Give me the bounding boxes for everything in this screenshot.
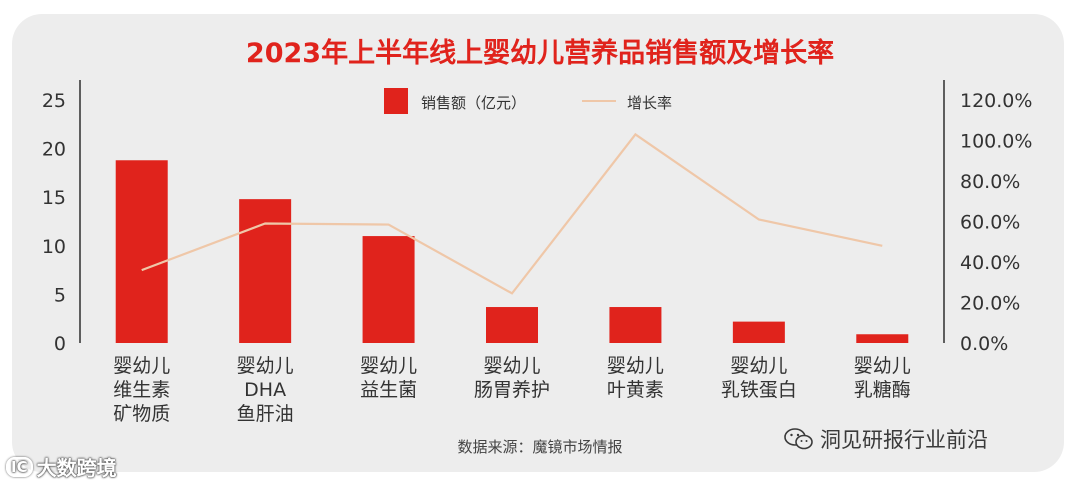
watermark-right: 洞见研报行业前沿 [784,424,988,454]
wechat-icon [784,428,813,450]
legend-line-label: 增长率 [627,94,672,112]
y-right-tick-label: 20.0% [960,293,1020,315]
y-right-tick-label: 100.0% [960,131,1032,153]
y-right-tick-label: 0.0% [960,333,1008,355]
brand-logo-icon: IC [6,456,33,477]
y-left-tick-label: 5 [54,284,66,306]
chart-card [12,14,1064,472]
bar [486,307,538,343]
y-right-tick-label: 40.0% [960,252,1020,274]
x-tick-label: 益生菌 [360,379,417,401]
x-tick-label: 肠胃养护 [474,379,550,401]
bar [239,199,292,343]
y-left-tick-label: 0 [54,333,66,355]
bar [609,307,662,343]
x-tick-label: 婴幼儿 [237,355,294,377]
watermark-right-text: 洞见研报行业前沿 [820,428,988,452]
x-tick-label: 婴幼儿 [854,355,911,377]
bar [856,334,909,343]
y-left-tick-label: 25 [42,90,66,112]
x-tick-label: 矿物质 [113,403,170,425]
bar [362,236,415,343]
y-left-tick-label: 20 [42,139,66,161]
growth-rate-line [141,132,883,295]
x-tick-label: 婴幼儿 [483,355,540,377]
x-tick-label: 婴幼儿 [607,355,664,377]
x-tick-label: 婴幼儿 [360,355,417,377]
x-tick-label: 鱼肝油 [237,403,294,425]
chart-title: 2023年上半年线上婴幼儿营养品销售额及增长率 [246,37,834,69]
x-tick-label: 婴幼儿 [113,355,170,377]
x-tick-label: 叶黄素 [607,379,664,401]
source-text: 数据来源：魔镜市场情报 [457,438,622,456]
x-tick-label: DHA [244,379,286,401]
y-left-tick-label: 15 [42,187,66,209]
watermark-left: IC 大数跨境 [6,452,117,481]
legend-bar-label: 销售额（亿元） [421,94,526,112]
bar [732,321,785,343]
y-right-tick-label: 120.0% [960,90,1032,112]
x-tick-label: 乳糖酶 [854,379,911,401]
y-right-tick-label: 60.0% [960,212,1020,234]
legend-bar-swatch [384,88,408,114]
x-tick-label: 婴幼儿 [730,355,787,377]
x-tick-label: 维生素 [113,379,170,401]
watermark-left-text: 大数跨境 [36,456,117,480]
y-left-tick-label: 10 [42,236,66,258]
x-tick-label: 乳铁蛋白 [721,379,797,401]
bar [115,160,168,343]
y-right-tick-label: 80.0% [960,171,1020,193]
